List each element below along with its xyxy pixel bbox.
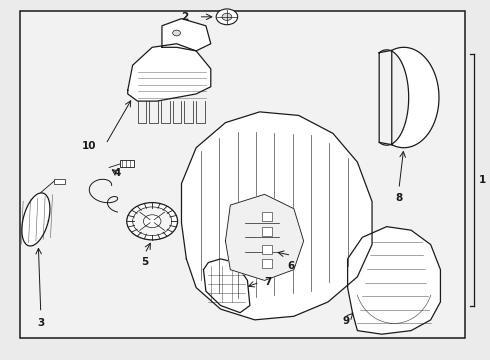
Bar bbox=[262, 259, 272, 268]
Circle shape bbox=[216, 9, 238, 25]
Polygon shape bbox=[203, 259, 250, 313]
Circle shape bbox=[172, 30, 180, 36]
Text: 2: 2 bbox=[182, 12, 189, 22]
Polygon shape bbox=[22, 193, 50, 246]
Text: 1: 1 bbox=[479, 175, 486, 185]
Polygon shape bbox=[162, 19, 211, 51]
Bar bbox=[262, 212, 272, 221]
Circle shape bbox=[144, 215, 161, 228]
Text: 3: 3 bbox=[37, 318, 45, 328]
Text: 8: 8 bbox=[395, 193, 403, 203]
Text: 6: 6 bbox=[288, 261, 295, 271]
Polygon shape bbox=[379, 47, 439, 148]
Text: 5: 5 bbox=[141, 257, 148, 267]
Circle shape bbox=[133, 207, 172, 235]
Polygon shape bbox=[181, 112, 372, 320]
Polygon shape bbox=[225, 194, 304, 280]
Polygon shape bbox=[128, 44, 211, 101]
FancyBboxPatch shape bbox=[20, 12, 465, 338]
Bar bbox=[262, 226, 272, 235]
Circle shape bbox=[222, 13, 232, 21]
Text: 4: 4 bbox=[113, 168, 121, 178]
Bar bbox=[120, 160, 134, 167]
Text: 7: 7 bbox=[265, 277, 272, 287]
Bar bbox=[262, 244, 272, 253]
Text: 10: 10 bbox=[81, 141, 96, 151]
Text: 9: 9 bbox=[343, 316, 350, 325]
Circle shape bbox=[127, 203, 177, 240]
Polygon shape bbox=[347, 226, 441, 334]
Bar bbox=[54, 179, 65, 184]
